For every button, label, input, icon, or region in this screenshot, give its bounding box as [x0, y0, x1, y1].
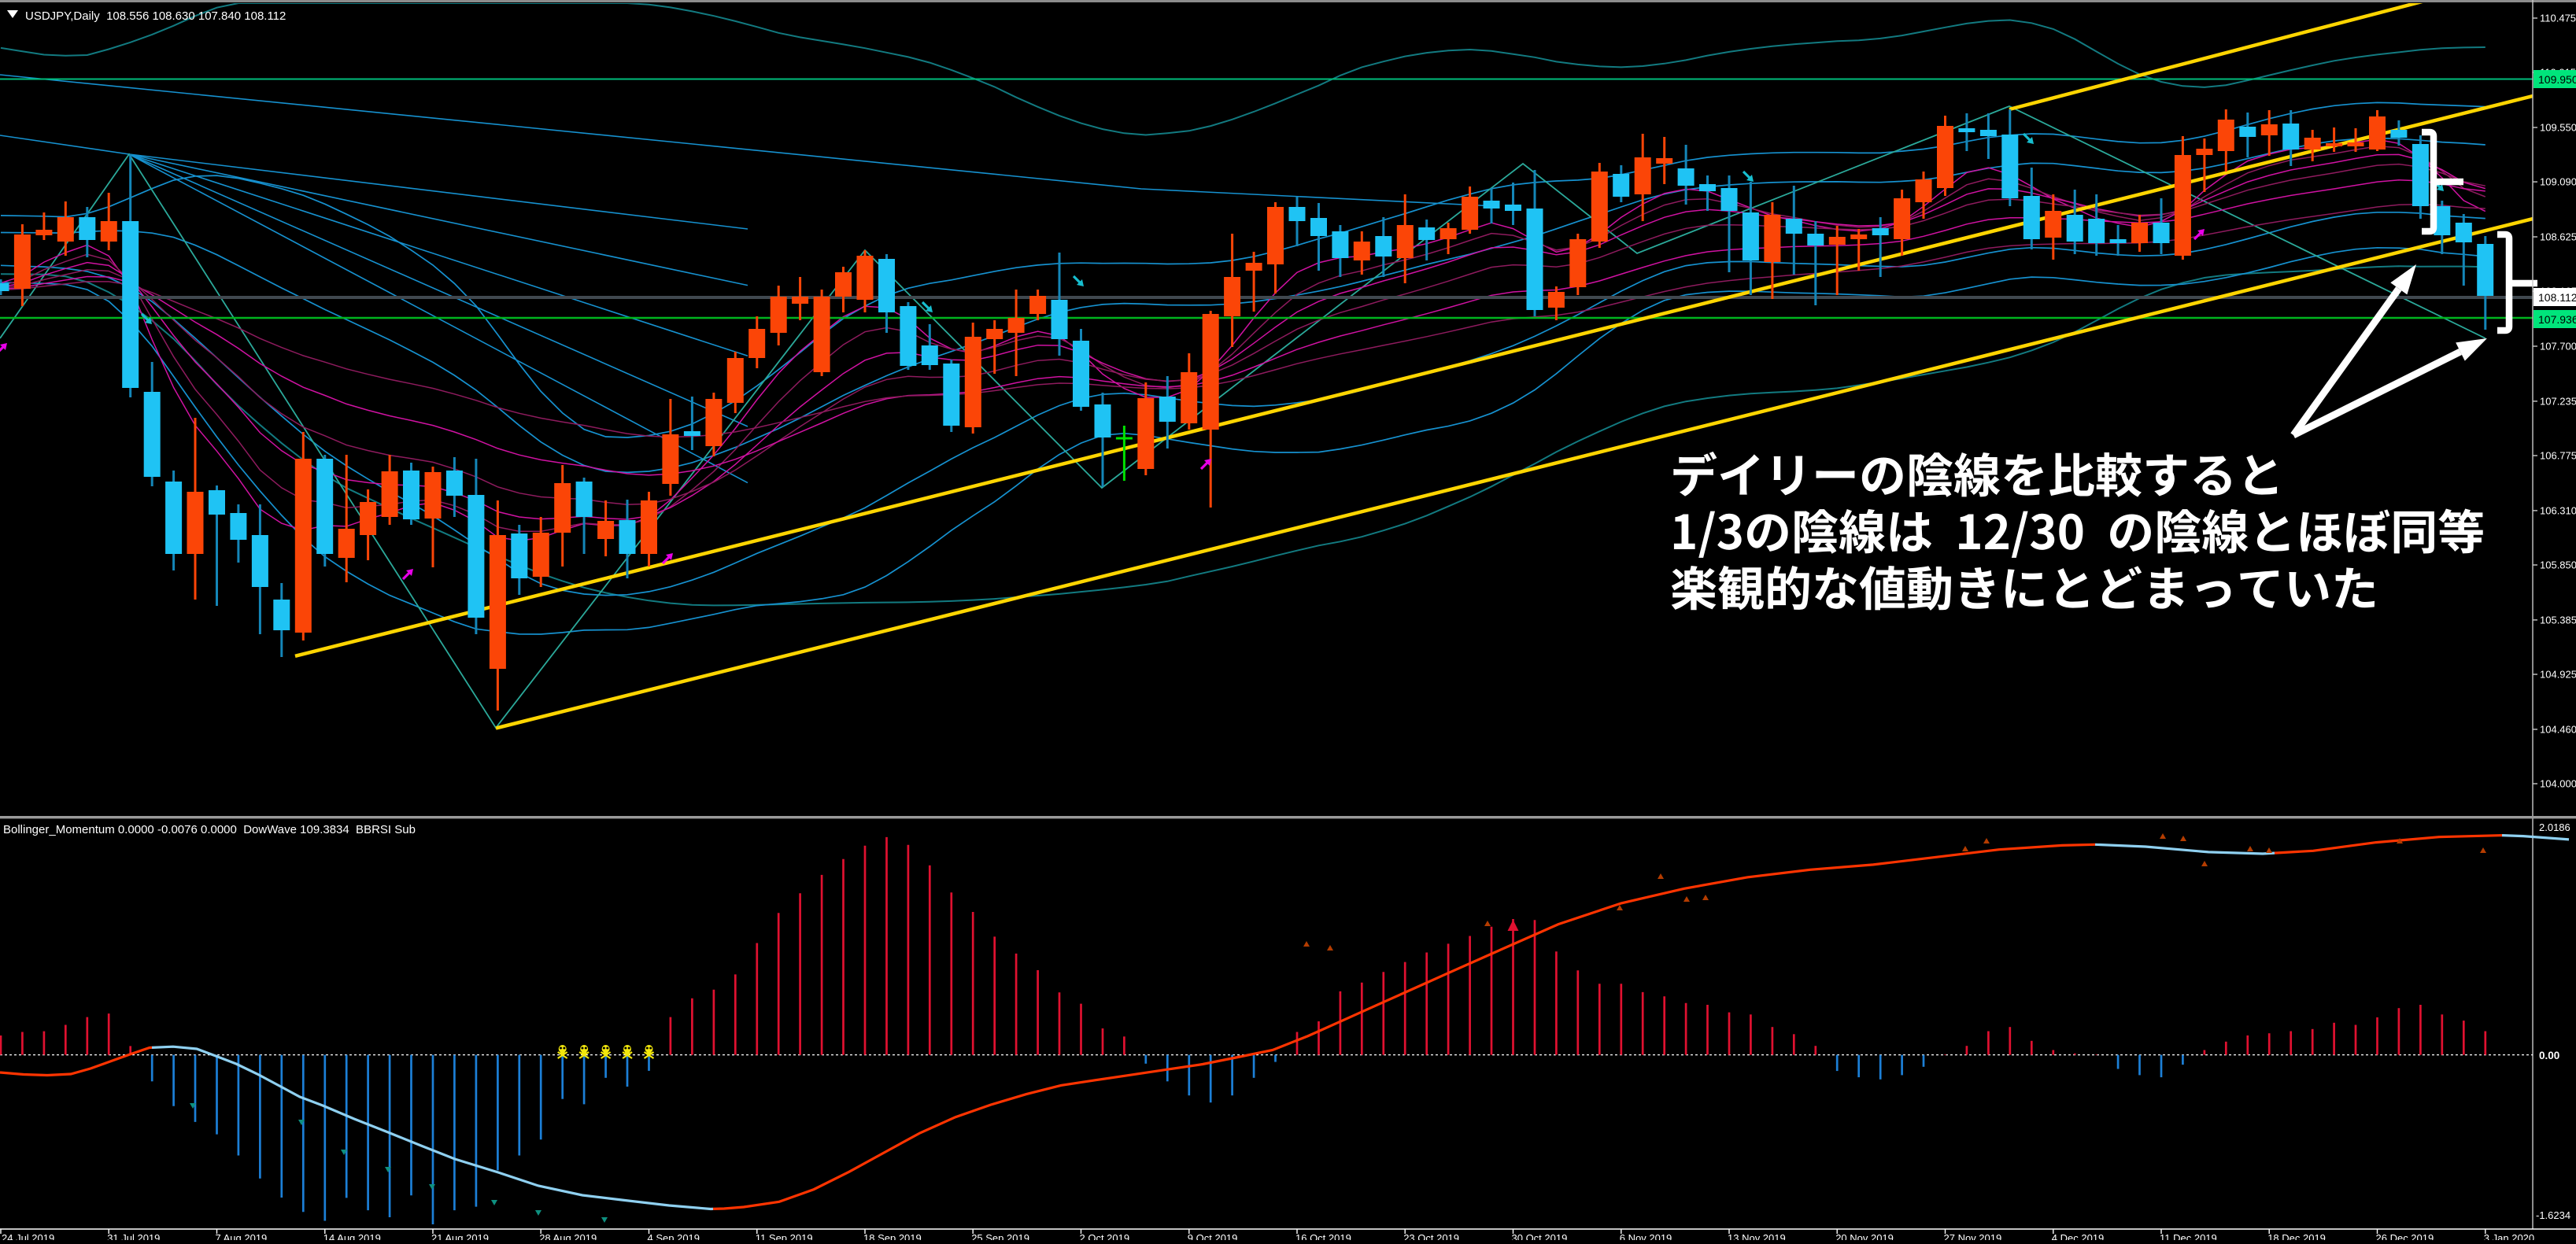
svg-text:31 Jul 2019: 31 Jul 2019: [107, 1232, 160, 1240]
svg-text:20 Nov 2019: 20 Nov 2019: [1835, 1232, 1894, 1240]
svg-text:108.625: 108.625: [2540, 231, 2576, 243]
svg-text:28 Aug 2019: 28 Aug 2019: [539, 1232, 597, 1240]
svg-text:27 Nov 2019: 27 Nov 2019: [1944, 1232, 2002, 1240]
svg-text:3 Jan 2020: 3 Jan 2020: [2484, 1232, 2534, 1240]
svg-text:104.925: 104.925: [2540, 669, 2576, 681]
svg-text:108.112: 108.112: [2538, 291, 2576, 304]
svg-text:104.000: 104.000: [2540, 778, 2576, 790]
svg-text:106.310: 106.310: [2540, 504, 2576, 516]
svg-text:14 Aug 2019: 14 Aug 2019: [323, 1232, 381, 1240]
svg-text:11 Sep 2019: 11 Sep 2019: [756, 1232, 813, 1240]
svg-text:106.775: 106.775: [2540, 450, 2576, 462]
svg-text:107.235: 107.235: [2540, 395, 2576, 407]
svg-text:26 Dec 2019: 26 Dec 2019: [2376, 1232, 2434, 1240]
svg-text:Bollinger_Momentum 0.0000 -0.0: Bollinger_Momentum 0.0000 -0.0076 0.0000…: [3, 823, 416, 836]
svg-text:107.700: 107.700: [2540, 341, 2576, 353]
svg-text:109.550: 109.550: [2540, 122, 2576, 134]
svg-text:4 Sep 2019: 4 Sep 2019: [648, 1232, 700, 1240]
svg-text:11 Dec 2019: 11 Dec 2019: [2160, 1232, 2217, 1240]
svg-text:18 Dec 2019: 18 Dec 2019: [2267, 1232, 2326, 1240]
svg-text:7 Aug 2019: 7 Aug 2019: [216, 1232, 268, 1240]
svg-text:110.475: 110.475: [2540, 13, 2576, 24]
svg-text:2.0186: 2.0186: [2539, 821, 2570, 833]
svg-text:16 Oct 2019: 16 Oct 2019: [1295, 1232, 1351, 1240]
svg-text:21 Aug 2019: 21 Aug 2019: [431, 1232, 489, 1240]
svg-text:109.090: 109.090: [2540, 176, 2576, 188]
svg-text:6 Nov 2019: 6 Nov 2019: [1620, 1232, 1672, 1240]
svg-text:18 Sep 2019: 18 Sep 2019: [863, 1232, 922, 1240]
svg-text:0.00: 0.00: [2539, 1050, 2559, 1061]
svg-text:13 Nov 2019: 13 Nov 2019: [1728, 1232, 1786, 1240]
svg-text:23 Oct 2019: 23 Oct 2019: [1403, 1232, 1459, 1240]
svg-text:4 Dec 2019: 4 Dec 2019: [2052, 1232, 2105, 1240]
svg-text:109.950: 109.950: [2538, 73, 2576, 86]
svg-text:30 Oct 2019: 30 Oct 2019: [1512, 1232, 1568, 1240]
svg-text:107.936: 107.936: [2538, 313, 2576, 326]
svg-text:9 Oct 2019: 9 Oct 2019: [1188, 1232, 1238, 1240]
svg-text:25 Sep 2019: 25 Sep 2019: [971, 1232, 1029, 1240]
svg-text:-1.6234: -1.6234: [2536, 1209, 2570, 1221]
svg-text:105.850: 105.850: [2540, 559, 2576, 571]
svg-text:2 Oct 2019: 2 Oct 2019: [1080, 1232, 1130, 1240]
svg-text:24 Jul 2019: 24 Jul 2019: [2, 1232, 54, 1240]
svg-text:104.460: 104.460: [2540, 723, 2576, 735]
svg-text:105.385: 105.385: [2540, 614, 2576, 626]
svg-text:USDJPY,Daily 108.556 108.630: USDJPY,Daily 108.556 108.630 107.840 108…: [25, 9, 286, 23]
